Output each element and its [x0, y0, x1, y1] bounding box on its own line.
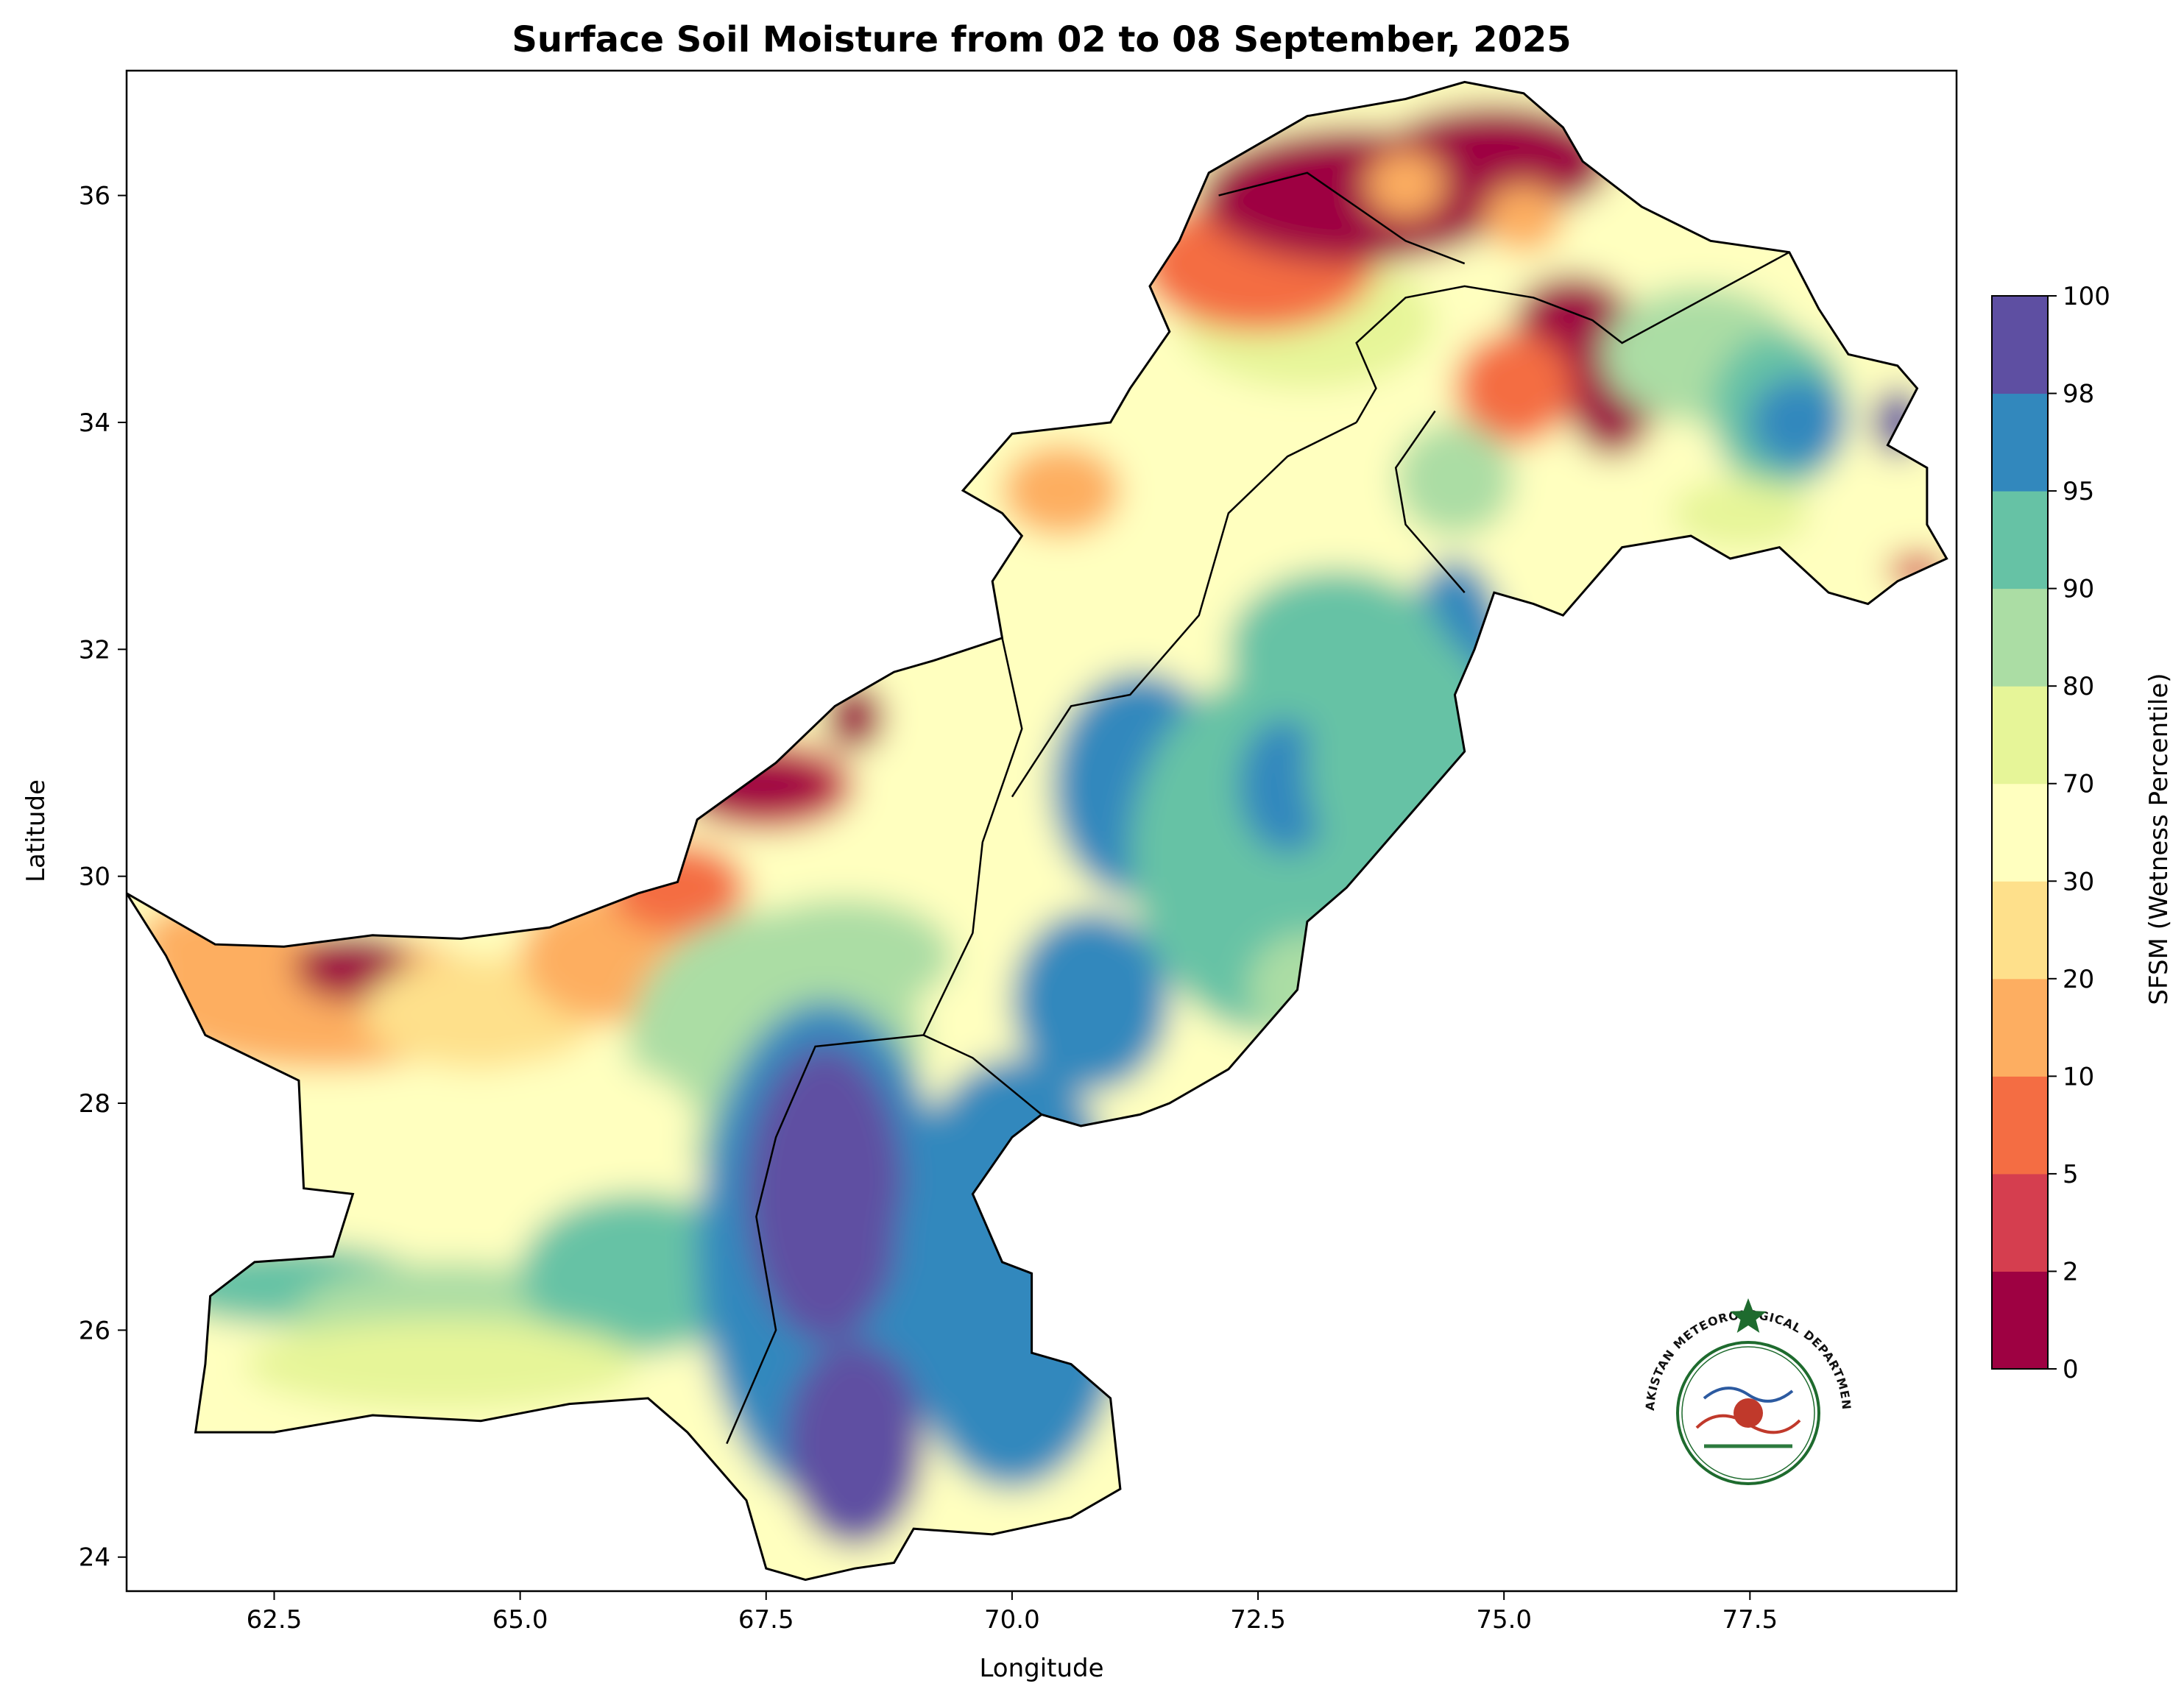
- moisture-region: [520, 1194, 757, 1353]
- moisture-region: [1873, 388, 1923, 457]
- moisture-region: [1484, 184, 1563, 252]
- province-boundary-line: [1218, 171, 1466, 265]
- y-tick-label: 26: [79, 1316, 110, 1345]
- moisture-region: [1455, 331, 1573, 445]
- colorbar-tick-label: 70: [2063, 770, 2094, 799]
- colorbar-tick-label: 10: [2063, 1062, 2094, 1091]
- colorbar-segment: [1992, 491, 2048, 590]
- province-boundary-line: [726, 637, 1023, 1445]
- chart-title: Surface Soil Moisture from 02 to 08 Sept…: [512, 19, 1571, 60]
- colorbar-segment: [1992, 296, 2048, 394]
- colorbar-label: SFSM (Wetness Percentile): [2144, 673, 2174, 1005]
- moisture-region: [746, 1046, 904, 1342]
- pmd-logo: PAKISTAN METEOROLOGICAL DEPARTMENT: [1643, 1308, 1853, 1485]
- axes-frame: [125, 69, 1958, 1593]
- colorbar-segment: [1992, 783, 2048, 882]
- x-tick-label: 72.5: [1230, 1605, 1286, 1635]
- colorbar: 0 2 5 10 20 30 70 80 90 95 98 100: [1991, 282, 2110, 1384]
- colorbar-segment: [1992, 1173, 2048, 1272]
- y-tick-label: 36: [79, 182, 110, 211]
- colorbar-tick-label: 98: [2063, 380, 2094, 409]
- colorbar-segment: [1992, 588, 2048, 687]
- y-tick-label: 24: [79, 1543, 110, 1573]
- x-axis-label: Longitude: [979, 1654, 1103, 1683]
- colorbar-tick-label: 30: [2063, 867, 2094, 896]
- x-tick-label: 67.5: [738, 1605, 794, 1635]
- y-tick-label: 30: [79, 863, 110, 892]
- y-tick-label: 34: [79, 408, 110, 438]
- moisture-region: [677, 757, 835, 814]
- y-tick-label: 32: [79, 635, 110, 665]
- moisture-region: [1002, 445, 1120, 537]
- moisture-region: [736, 899, 953, 1013]
- province-boundary-line: [1011, 421, 1357, 798]
- province-boundary-line: [1394, 410, 1466, 594]
- colorbar-tick-label: 90: [2063, 575, 2094, 604]
- colorbar-tick-label: 2: [2063, 1257, 2079, 1286]
- x-tick-label: 77.5: [1722, 1605, 1778, 1635]
- y-tick-label: 28: [79, 1089, 110, 1119]
- x-tick-label: 70.0: [984, 1605, 1040, 1635]
- colorbar-segment: [1992, 686, 2048, 785]
- country-boundary: [127, 80, 1948, 1582]
- colorbar-segment: [1992, 1271, 2048, 1370]
- colorbar-tick-label: 0: [2063, 1355, 2079, 1384]
- colorbar-tick-label: 20: [2063, 965, 2094, 994]
- colorbar-segment: [1992, 881, 2048, 980]
- colorbar-tick-label: 95: [2063, 477, 2094, 506]
- x-axis: 62.5 65.0 67.5 70.0 72.5 75.0 77.5: [247, 1591, 1778, 1635]
- moisture-region: [1248, 932, 1367, 1047]
- province-boundaries: [726, 171, 1790, 1445]
- moisture-region: [1307, 626, 1505, 899]
- x-tick-label: 75.0: [1476, 1605, 1532, 1635]
- moisture-region: [1671, 479, 1809, 548]
- colorbar-segment: [1992, 978, 2048, 1077]
- colorbar-segment: [1992, 1076, 2048, 1175]
- y-axis-label: Latitude: [21, 779, 51, 882]
- x-tick-label: 65.0: [492, 1605, 548, 1635]
- moisture-region: [1396, 422, 1514, 537]
- colorbar-tick-label: 100: [2063, 282, 2110, 311]
- moisture-region: [441, 1058, 698, 1194]
- logo-star-icon: [1730, 1298, 1767, 1333]
- colorbar-tick-label: 80: [2063, 672, 2094, 701]
- x-tick-label: 62.5: [247, 1605, 303, 1635]
- moisture-region: [1011, 910, 1170, 1092]
- y-axis: 24 26 28 30 32 34 36: [79, 182, 127, 1573]
- moisture-region: [1366, 149, 1445, 219]
- colorbar-segment: [1992, 393, 2048, 492]
- moisture-region: [785, 1341, 924, 1546]
- colorbar-tick-label: 5: [2063, 1160, 2079, 1189]
- province-boundary-line: [1355, 251, 1790, 423]
- province-boundary-line: [923, 1034, 1042, 1116]
- moisture-region: [244, 1318, 639, 1410]
- moisture-region: [1750, 377, 1848, 468]
